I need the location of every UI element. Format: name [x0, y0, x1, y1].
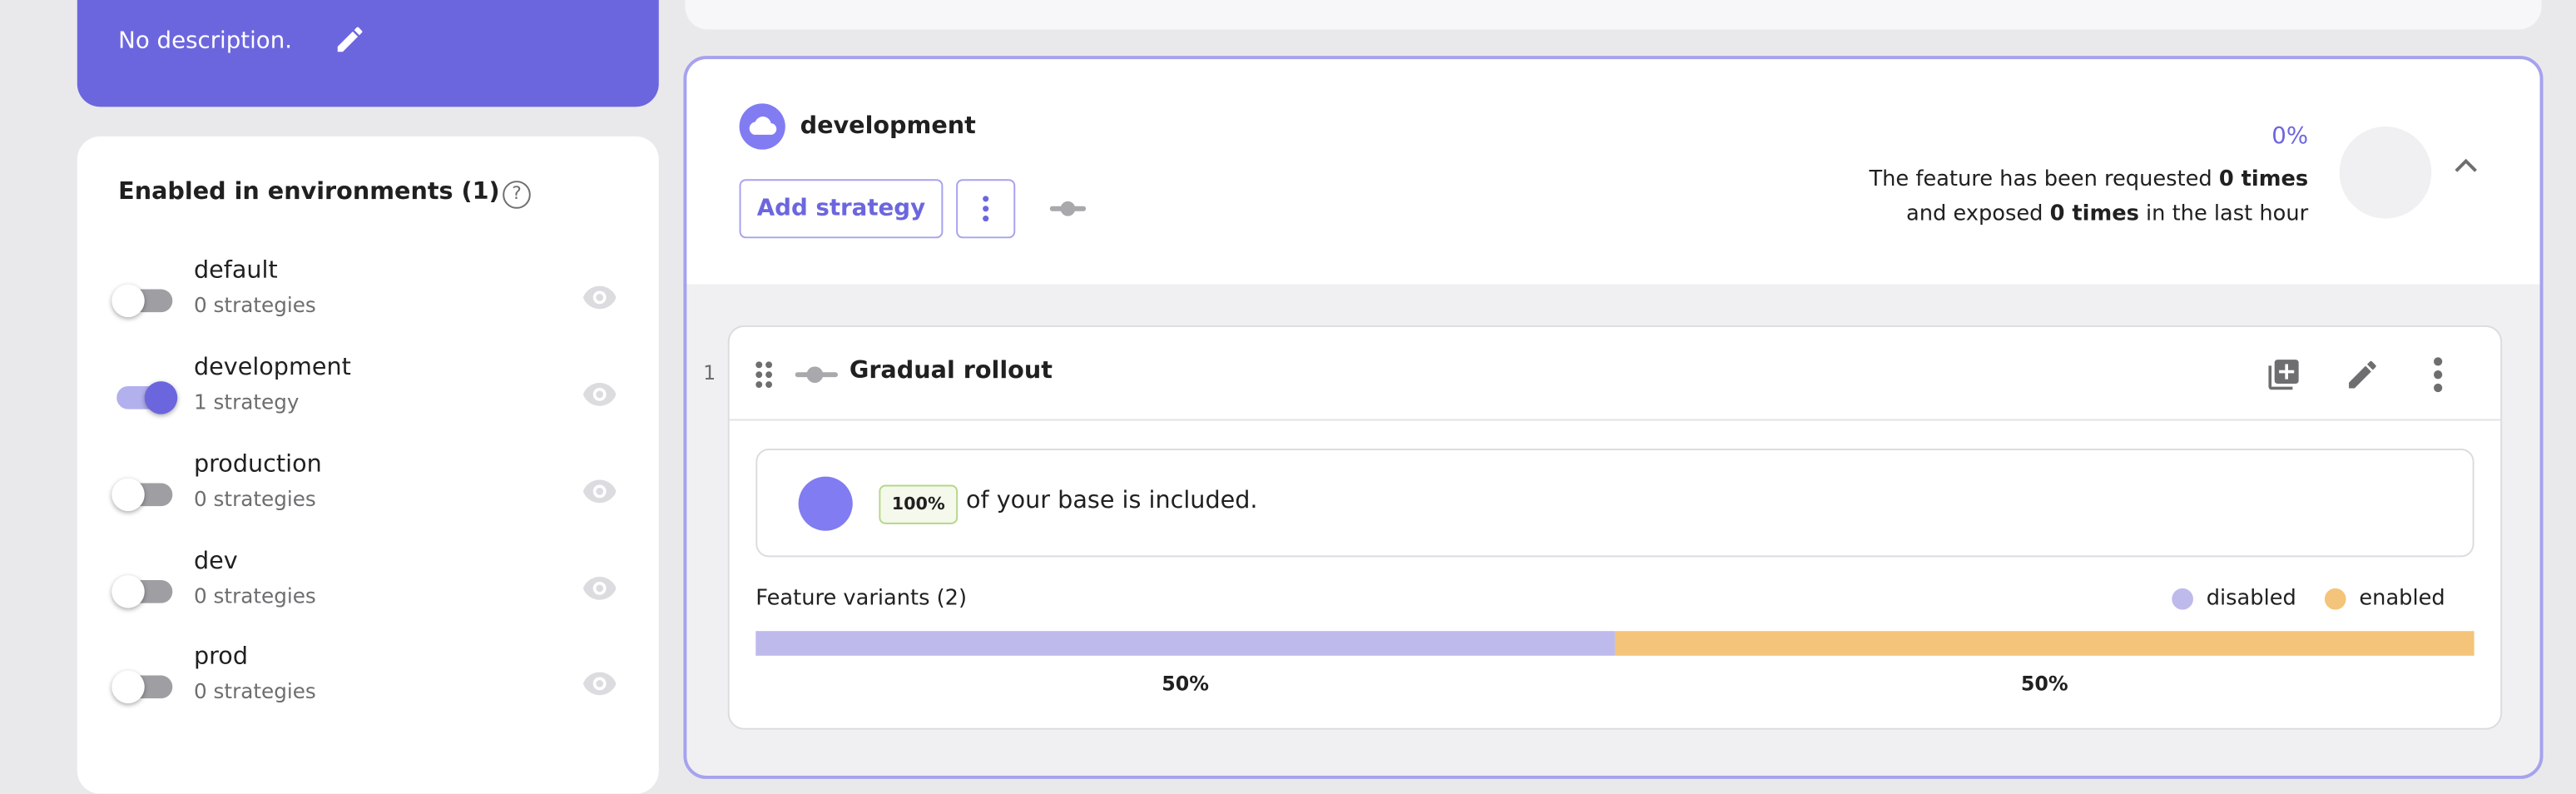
environment-row-development: development 1 strategy	[77, 355, 659, 450]
variant-percent-label: 50%	[1162, 672, 1209, 696]
kebab-icon	[983, 196, 989, 222]
copy-add-icon[interactable]	[2266, 356, 2301, 392]
top-card	[685, 0, 2542, 30]
environment-toggle[interactable]	[111, 670, 173, 704]
environment-name: development	[193, 355, 351, 382]
legend-item-disabled: disabled	[2172, 587, 2296, 612]
kebab-icon[interactable]	[2433, 356, 2443, 393]
description-text: No description.	[118, 27, 293, 55]
strategy-name: Gradual rollout	[849, 358, 1053, 385]
eye-icon[interactable]	[582, 479, 617, 505]
metrics-text-part: and exposed	[1905, 201, 2050, 226]
environment-toggle[interactable]	[111, 575, 173, 608]
drag-handle-icon[interactable]	[754, 360, 774, 390]
environment-name: prod	[193, 644, 249, 671]
rollout-pie-icon	[798, 476, 853, 531]
add-strategy-button[interactable]: Add strategy	[739, 179, 944, 239]
exposure-percent: 0%	[2271, 123, 2309, 150]
environment-name: production	[193, 451, 322, 479]
strategy-header: Gradual rollout	[729, 327, 2501, 421]
metrics-text-part: in the last hour	[2138, 201, 2309, 226]
legend-label: disabled	[2206, 586, 2296, 612]
environment-strategy-count: 0 strategies	[193, 583, 316, 608]
environment-name: dev	[193, 548, 238, 576]
variant-percent-label: 50%	[2020, 672, 2068, 696]
environment-name: development	[800, 113, 976, 140]
exposure-gauge	[2339, 127, 2432, 219]
rollout-box: 100% of your base is included.	[755, 449, 2474, 558]
environments-card: Enabled in environments (1) ? default 0 …	[77, 136, 659, 794]
environment-toggle[interactable]	[116, 381, 178, 414]
pencil-icon[interactable]	[2345, 356, 2380, 392]
legend-label: enabled	[2359, 586, 2445, 612]
metrics-text: The feature has been requested 0 times a…	[1869, 164, 2308, 231]
environment-header: development Add strategy 0% The feature …	[686, 59, 2540, 285]
pencil-icon[interactable]	[334, 23, 366, 56]
environment-strategy-count: 0 strategies	[193, 292, 316, 318]
environment-panel: development Add strategy 0% The feature …	[683, 56, 2544, 779]
legend-dot	[2172, 588, 2193, 610]
environment-row-prod: prod 0 strategies	[77, 644, 659, 740]
strategy-card: Gradual rollout 100% of your base is inc…	[727, 325, 2503, 730]
variants-bar	[755, 631, 2474, 656]
variant-segment-enabled	[1614, 631, 2474, 656]
variant-segment-disabled	[755, 631, 1615, 656]
eye-icon[interactable]	[582, 285, 617, 311]
requested-count: 0 times	[2218, 167, 2309, 193]
strategy-index: 1	[703, 361, 716, 385]
rollout-text: of your base is included.	[966, 488, 1258, 515]
rollout-badge: 100%	[879, 484, 959, 524]
strategy-slider-icon	[1049, 201, 1087, 216]
environments-title: Enabled in environments (1)	[118, 179, 500, 206]
eye-icon[interactable]	[582, 381, 617, 408]
variants-title: Feature variants (2)	[755, 586, 967, 612]
environment-name: default	[193, 257, 278, 285]
cloud-icon	[739, 103, 785, 150]
toggle-knob	[111, 670, 145, 704]
strategy-slider-icon	[795, 366, 838, 384]
exposed-count: 0 times	[2049, 201, 2139, 226]
toggle-knob	[111, 284, 145, 318]
legend-item-enabled: enabled	[2324, 586, 2445, 612]
more-options-button[interactable]	[956, 179, 1016, 239]
environment-toggle[interactable]	[111, 284, 173, 318]
eye-icon[interactable]	[582, 575, 617, 602]
environment-row-production: production 0 strategies	[77, 452, 659, 548]
help-icon[interactable]: ?	[503, 181, 531, 209]
environment-row-default: default 0 strategies	[77, 258, 659, 354]
environment-toggle[interactable]	[111, 478, 173, 512]
environment-strategy-count: 0 strategies	[193, 486, 316, 512]
toggle-knob	[144, 381, 178, 414]
metrics-text-part: The feature has been requested	[1869, 167, 2219, 193]
environment-strategy-count: 1 strategy	[193, 389, 300, 414]
toggle-knob	[111, 575, 145, 608]
environment-strategy-count: 0 strategies	[193, 678, 316, 704]
legend-dot	[2324, 588, 2346, 610]
environment-row-dev: dev 0 strategies	[77, 548, 659, 644]
chevron-up-icon[interactable]	[2455, 158, 2478, 175]
description-card: No description.	[77, 0, 659, 107]
toggle-knob	[111, 478, 145, 512]
eye-icon[interactable]	[582, 671, 617, 697]
